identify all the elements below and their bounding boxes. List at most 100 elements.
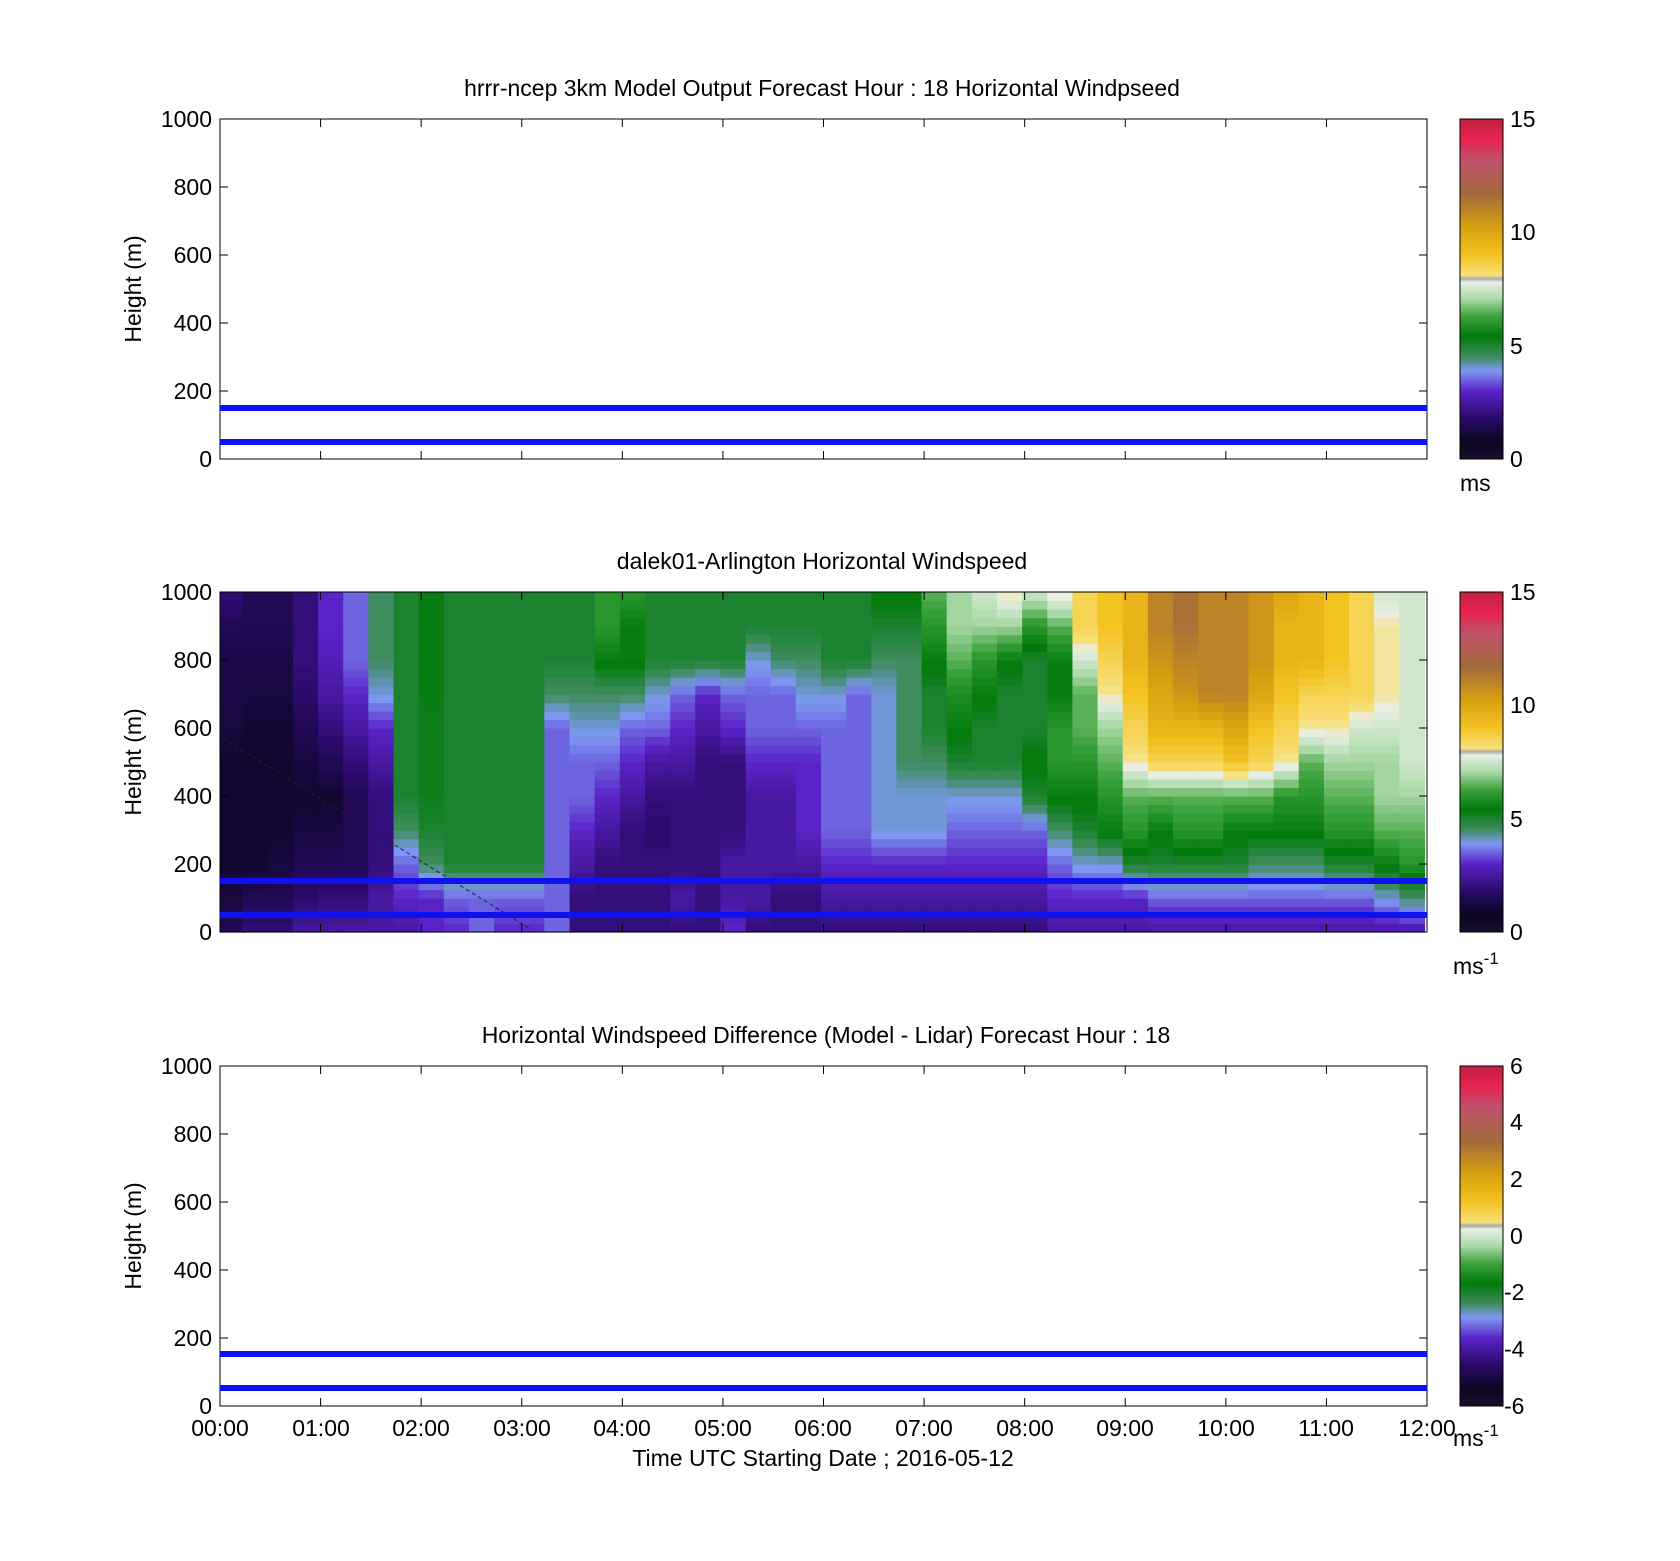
- heatmap-cell: [971, 728, 998, 738]
- heatmap-cell: [569, 643, 596, 653]
- heatmap-cell: [1047, 762, 1074, 772]
- heatmap-cell: [368, 745, 395, 755]
- heatmap-cell: [896, 643, 923, 653]
- heatmap-cell: [644, 643, 671, 653]
- heatmap-cell: [846, 898, 872, 908]
- heatmap-cell: [393, 609, 420, 619]
- heatmap-cell: [1122, 651, 1149, 661]
- heatmap-cell: [292, 898, 319, 908]
- heatmap-cell: [1173, 872, 1199, 882]
- heatmap-cell: [267, 753, 294, 763]
- heatmap-cell: [1122, 915, 1149, 925]
- heatmap-cell: [1198, 923, 1224, 933]
- heatmap-cell: [946, 651, 973, 661]
- heatmap-cell: [1248, 626, 1275, 636]
- heatmap-cell: [619, 813, 646, 823]
- heatmap-cell: [1399, 634, 1426, 644]
- heatmap-cell: [871, 745, 898, 755]
- heatmap-cell: [1047, 736, 1074, 746]
- panel-2-title: dalek01-Arlington Horizontal Windspeed: [617, 548, 1027, 574]
- heatmap-cell: [770, 702, 797, 712]
- heatmap-cell: [644, 906, 671, 916]
- heatmap-cell: [267, 864, 294, 874]
- heatmap-cell: [695, 643, 722, 653]
- heatmap-cell: [292, 864, 319, 874]
- heatmap-cell: [1273, 821, 1300, 831]
- heatmap-cell: [519, 898, 545, 908]
- heatmap-cell: [795, 787, 822, 797]
- panel-1-colorbar-labels: 15 10 5 0 ms: [1460, 106, 1536, 496]
- heatmap-cell: [670, 711, 696, 721]
- heatmap-cell: [795, 830, 822, 840]
- heatmap-cell: [644, 838, 671, 848]
- heatmap-cell: [494, 711, 520, 721]
- heatmap-cell: [770, 872, 797, 882]
- heatmap-cell: [1223, 796, 1250, 806]
- heatmap-cell: [846, 753, 872, 763]
- heatmap-cell: [1223, 821, 1250, 831]
- heatmap-cell: [519, 600, 545, 610]
- heatmap-cell: [494, 609, 520, 619]
- heatmap-cell: [343, 830, 369, 840]
- heatmap-cell: [1399, 660, 1426, 670]
- heatmap-cell: [820, 915, 847, 925]
- heatmap-cell: [418, 813, 445, 823]
- heatmap-cell: [1248, 728, 1275, 738]
- heatmap-cell: [745, 736, 772, 746]
- heatmap-cell: [619, 770, 646, 780]
- heatmap-cell: [1022, 881, 1048, 891]
- heatmap-cell: [318, 762, 344, 772]
- heatmap-cell: [1323, 651, 1350, 661]
- heatmap-cell: [770, 609, 797, 619]
- heatmap-cell: [946, 600, 973, 610]
- heatmap-cell: [1298, 694, 1325, 704]
- heatmap-cell: [318, 736, 344, 746]
- heatmap-cell: [468, 651, 495, 661]
- heatmap-cell: [468, 787, 495, 797]
- heatmap-cell: [292, 668, 319, 678]
- heatmap-cell: [1022, 634, 1048, 644]
- heatmap-cell: [1047, 711, 1074, 721]
- heatmap-cell: [519, 830, 545, 840]
- heatmap-cell: [1072, 787, 1099, 797]
- heatmap-cell: [1047, 915, 1074, 925]
- heatmap-cell: [1248, 787, 1275, 797]
- heatmap-cell: [318, 779, 344, 789]
- heatmap-cell: [418, 821, 445, 831]
- heatmap-cell: [670, 634, 696, 644]
- heatmap-cell: [1072, 660, 1099, 670]
- heatmap-cell: [896, 626, 923, 636]
- heatmap-cell: [318, 719, 344, 729]
- heatmap-cell: [1399, 872, 1426, 882]
- heatmap-cell: [921, 660, 948, 670]
- heatmap-cell: [242, 813, 269, 823]
- heatmap-cell: [1298, 864, 1325, 874]
- heatmap-cell: [619, 592, 646, 602]
- heatmap-cell: [1399, 651, 1426, 661]
- heatmap-cell: [219, 753, 246, 763]
- heatmap-cell: [242, 779, 269, 789]
- heatmap-cell: [594, 643, 621, 653]
- heatmap-cell: [1072, 770, 1099, 780]
- heatmap-cell: [1323, 838, 1350, 848]
- heatmap-cell: [267, 668, 294, 678]
- heatmap-cell: [1097, 872, 1124, 882]
- heatmap-cell: [946, 626, 973, 636]
- heatmap-cell: [997, 728, 1023, 738]
- heatmap-cell: [1223, 838, 1250, 848]
- heatmap-cell: [1147, 745, 1174, 755]
- heatmap-cell: [368, 915, 395, 925]
- colorbar-unit-sup: -1: [1484, 1421, 1499, 1440]
- heatmap-cell: [921, 872, 948, 882]
- heatmap-cell: [443, 719, 470, 729]
- heatmap-cell: [292, 634, 319, 644]
- x-tick-label: 03:00: [493, 1415, 551, 1441]
- heatmap-cell: [1147, 719, 1174, 729]
- heatmap-cell: [1223, 600, 1250, 610]
- heatmap-cell: [1323, 634, 1350, 644]
- lidar-artifact-line: [221, 737, 533, 931]
- heatmap-cell: [745, 821, 772, 831]
- heatmap-cell: [619, 668, 646, 678]
- heatmap-cell: [770, 728, 797, 738]
- heatmap-cell: [318, 864, 344, 874]
